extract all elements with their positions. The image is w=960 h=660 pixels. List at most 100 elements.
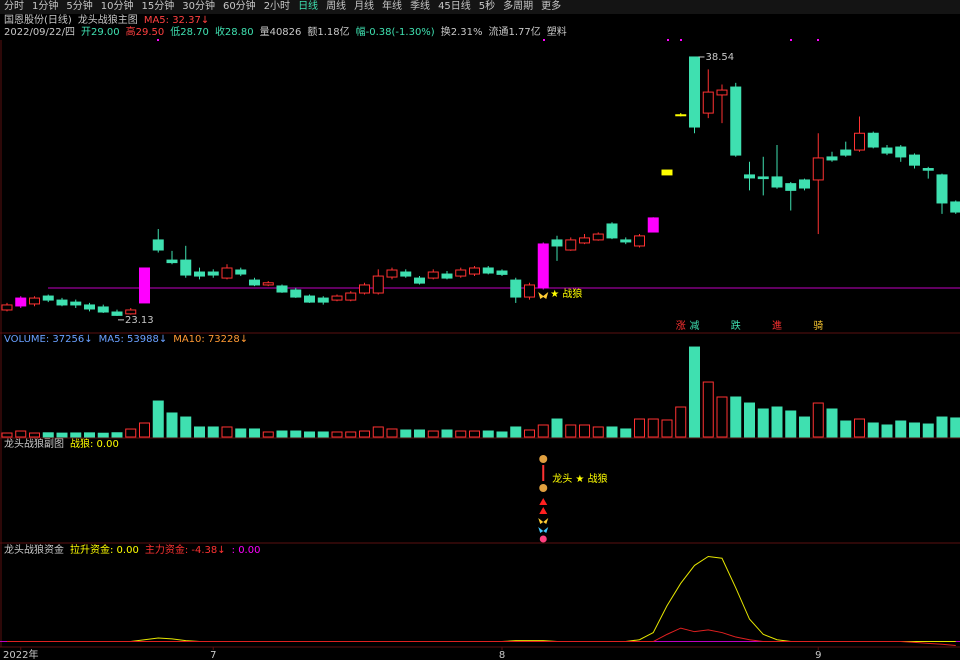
volume-bar	[867, 422, 879, 438]
fund-header: 龙头战狼资金 拉升资金: 0.00 主力资金: -4.38↓: 0.00	[4, 545, 260, 557]
candle-body	[221, 267, 233, 279]
period-tab[interactable]: 30分钟	[182, 1, 215, 12]
info-text: 额1.18亿	[307, 27, 350, 38]
info-text: 低28.70	[170, 27, 209, 38]
period-tab[interactable]: 季线	[410, 1, 431, 12]
volume-bar	[304, 431, 315, 438]
period-tab[interactable]: 15分钟	[141, 1, 175, 12]
period-tab[interactable]: 45日线	[438, 1, 471, 12]
signal-icon	[538, 527, 549, 533]
period-tab[interactable]: 更多	[541, 1, 562, 12]
signal-text: 减	[690, 320, 700, 332]
volume-bar	[757, 408, 769, 438]
volume-bar	[386, 428, 398, 438]
info-text: 量40826	[259, 27, 302, 38]
period-tab[interactable]: 周线	[326, 1, 347, 12]
volume-bar	[276, 430, 288, 438]
signal-icon	[539, 507, 548, 514]
candle-body	[757, 176, 769, 180]
volume-bar	[785, 410, 797, 438]
candle-body	[152, 239, 164, 251]
signal-text: 進	[772, 320, 782, 332]
candle-body	[812, 157, 824, 181]
volume-bar	[551, 418, 563, 438]
candle-body	[606, 223, 618, 239]
period-toolbar: 分时 1分钟 5分钟 10分钟 15分钟 30分钟 60分钟 2小时 日线 周线 月线 年线 季线 45日…	[0, 0, 960, 14]
volume-bar	[317, 431, 329, 438]
period-tab[interactable]: 1分钟	[32, 1, 59, 12]
candle-body	[15, 297, 27, 307]
candle-body	[950, 201, 960, 213]
signal-header: 龙头战狼副图 战狼: 0.00	[4, 439, 119, 451]
candle-body	[276, 285, 288, 293]
info-text: 龙头战狼主图	[77, 15, 138, 26]
period-tab[interactable]: 5秒	[478, 1, 496, 12]
volume-bar	[290, 430, 302, 438]
header-text: 龙头战狼资金	[4, 545, 64, 556]
volume-bar	[15, 430, 27, 438]
quote-line: 2022/09/22/四 开29.00 高29.50 低28.70 收28.80 量408…	[4, 27, 567, 39]
volume-bar	[496, 431, 508, 438]
candle-body	[785, 183, 797, 191]
candle-body	[936, 174, 948, 204]
period-tab[interactable]: 日线	[298, 1, 319, 12]
volume-bar	[262, 431, 274, 438]
period-tab[interactable]: 2小时	[263, 1, 291, 12]
candle-body	[400, 271, 412, 277]
top-markers	[157, 39, 819, 41]
candle-body	[565, 239, 577, 251]
candle-body	[84, 304, 95, 310]
candle-body	[661, 169, 673, 176]
volume-bar	[771, 406, 783, 438]
candle-body	[359, 284, 370, 294]
volume-bar	[909, 422, 920, 438]
candle-body	[262, 282, 274, 286]
candle-body	[111, 311, 123, 316]
candle-body	[386, 269, 398, 278]
period-tab[interactable]: 年线	[382, 1, 403, 12]
candle-body	[647, 217, 659, 233]
volume-bar	[331, 431, 343, 438]
candle-body	[290, 289, 302, 298]
header-text: : 0.00	[231, 545, 261, 556]
volume-bar	[840, 420, 852, 438]
volume-bar	[345, 431, 357, 438]
candle-body	[895, 146, 907, 158]
signal-icon	[539, 484, 548, 492]
candle-body	[166, 259, 178, 264]
x-tick-label: 7	[210, 650, 216, 660]
candle-body	[634, 235, 645, 247]
candle-body	[194, 271, 205, 277]
candle-body	[537, 243, 549, 289]
volume-bar	[372, 426, 384, 438]
volume-bar	[207, 426, 219, 438]
volume-bar	[702, 381, 714, 438]
volume-bar	[799, 416, 810, 438]
candle-body	[125, 309, 137, 315]
candle-body	[689, 56, 700, 128]
volume-bar	[441, 429, 453, 438]
candle-body	[730, 86, 742, 156]
info-text: 高29.50	[125, 27, 165, 38]
info-text: 国恩股份(日线)	[4, 15, 72, 26]
candle-body	[42, 295, 54, 301]
period-tab[interactable]: 10分钟	[100, 1, 134, 12]
period-tab[interactable]: 多周期	[503, 1, 534, 12]
candle-body	[675, 114, 687, 117]
volume-bar	[249, 428, 260, 438]
candle-body	[317, 297, 329, 303]
candle-body	[744, 174, 755, 179]
info-text: 换2.31%	[440, 27, 483, 38]
signal-icon	[538, 518, 549, 524]
period-tab[interactable]: 分时	[4, 1, 24, 12]
volume-bar	[881, 424, 893, 438]
volume-bar	[414, 429, 425, 438]
period-tab[interactable]: 60分钟	[222, 1, 256, 12]
period-tab[interactable]: 5分钟	[66, 1, 93, 12]
candle-body	[867, 132, 879, 148]
candle-body	[469, 267, 480, 275]
volume-bar	[1, 432, 13, 438]
candle-body	[207, 271, 219, 276]
fund-line	[7, 555, 956, 643]
period-tab[interactable]: 月线	[354, 1, 375, 12]
